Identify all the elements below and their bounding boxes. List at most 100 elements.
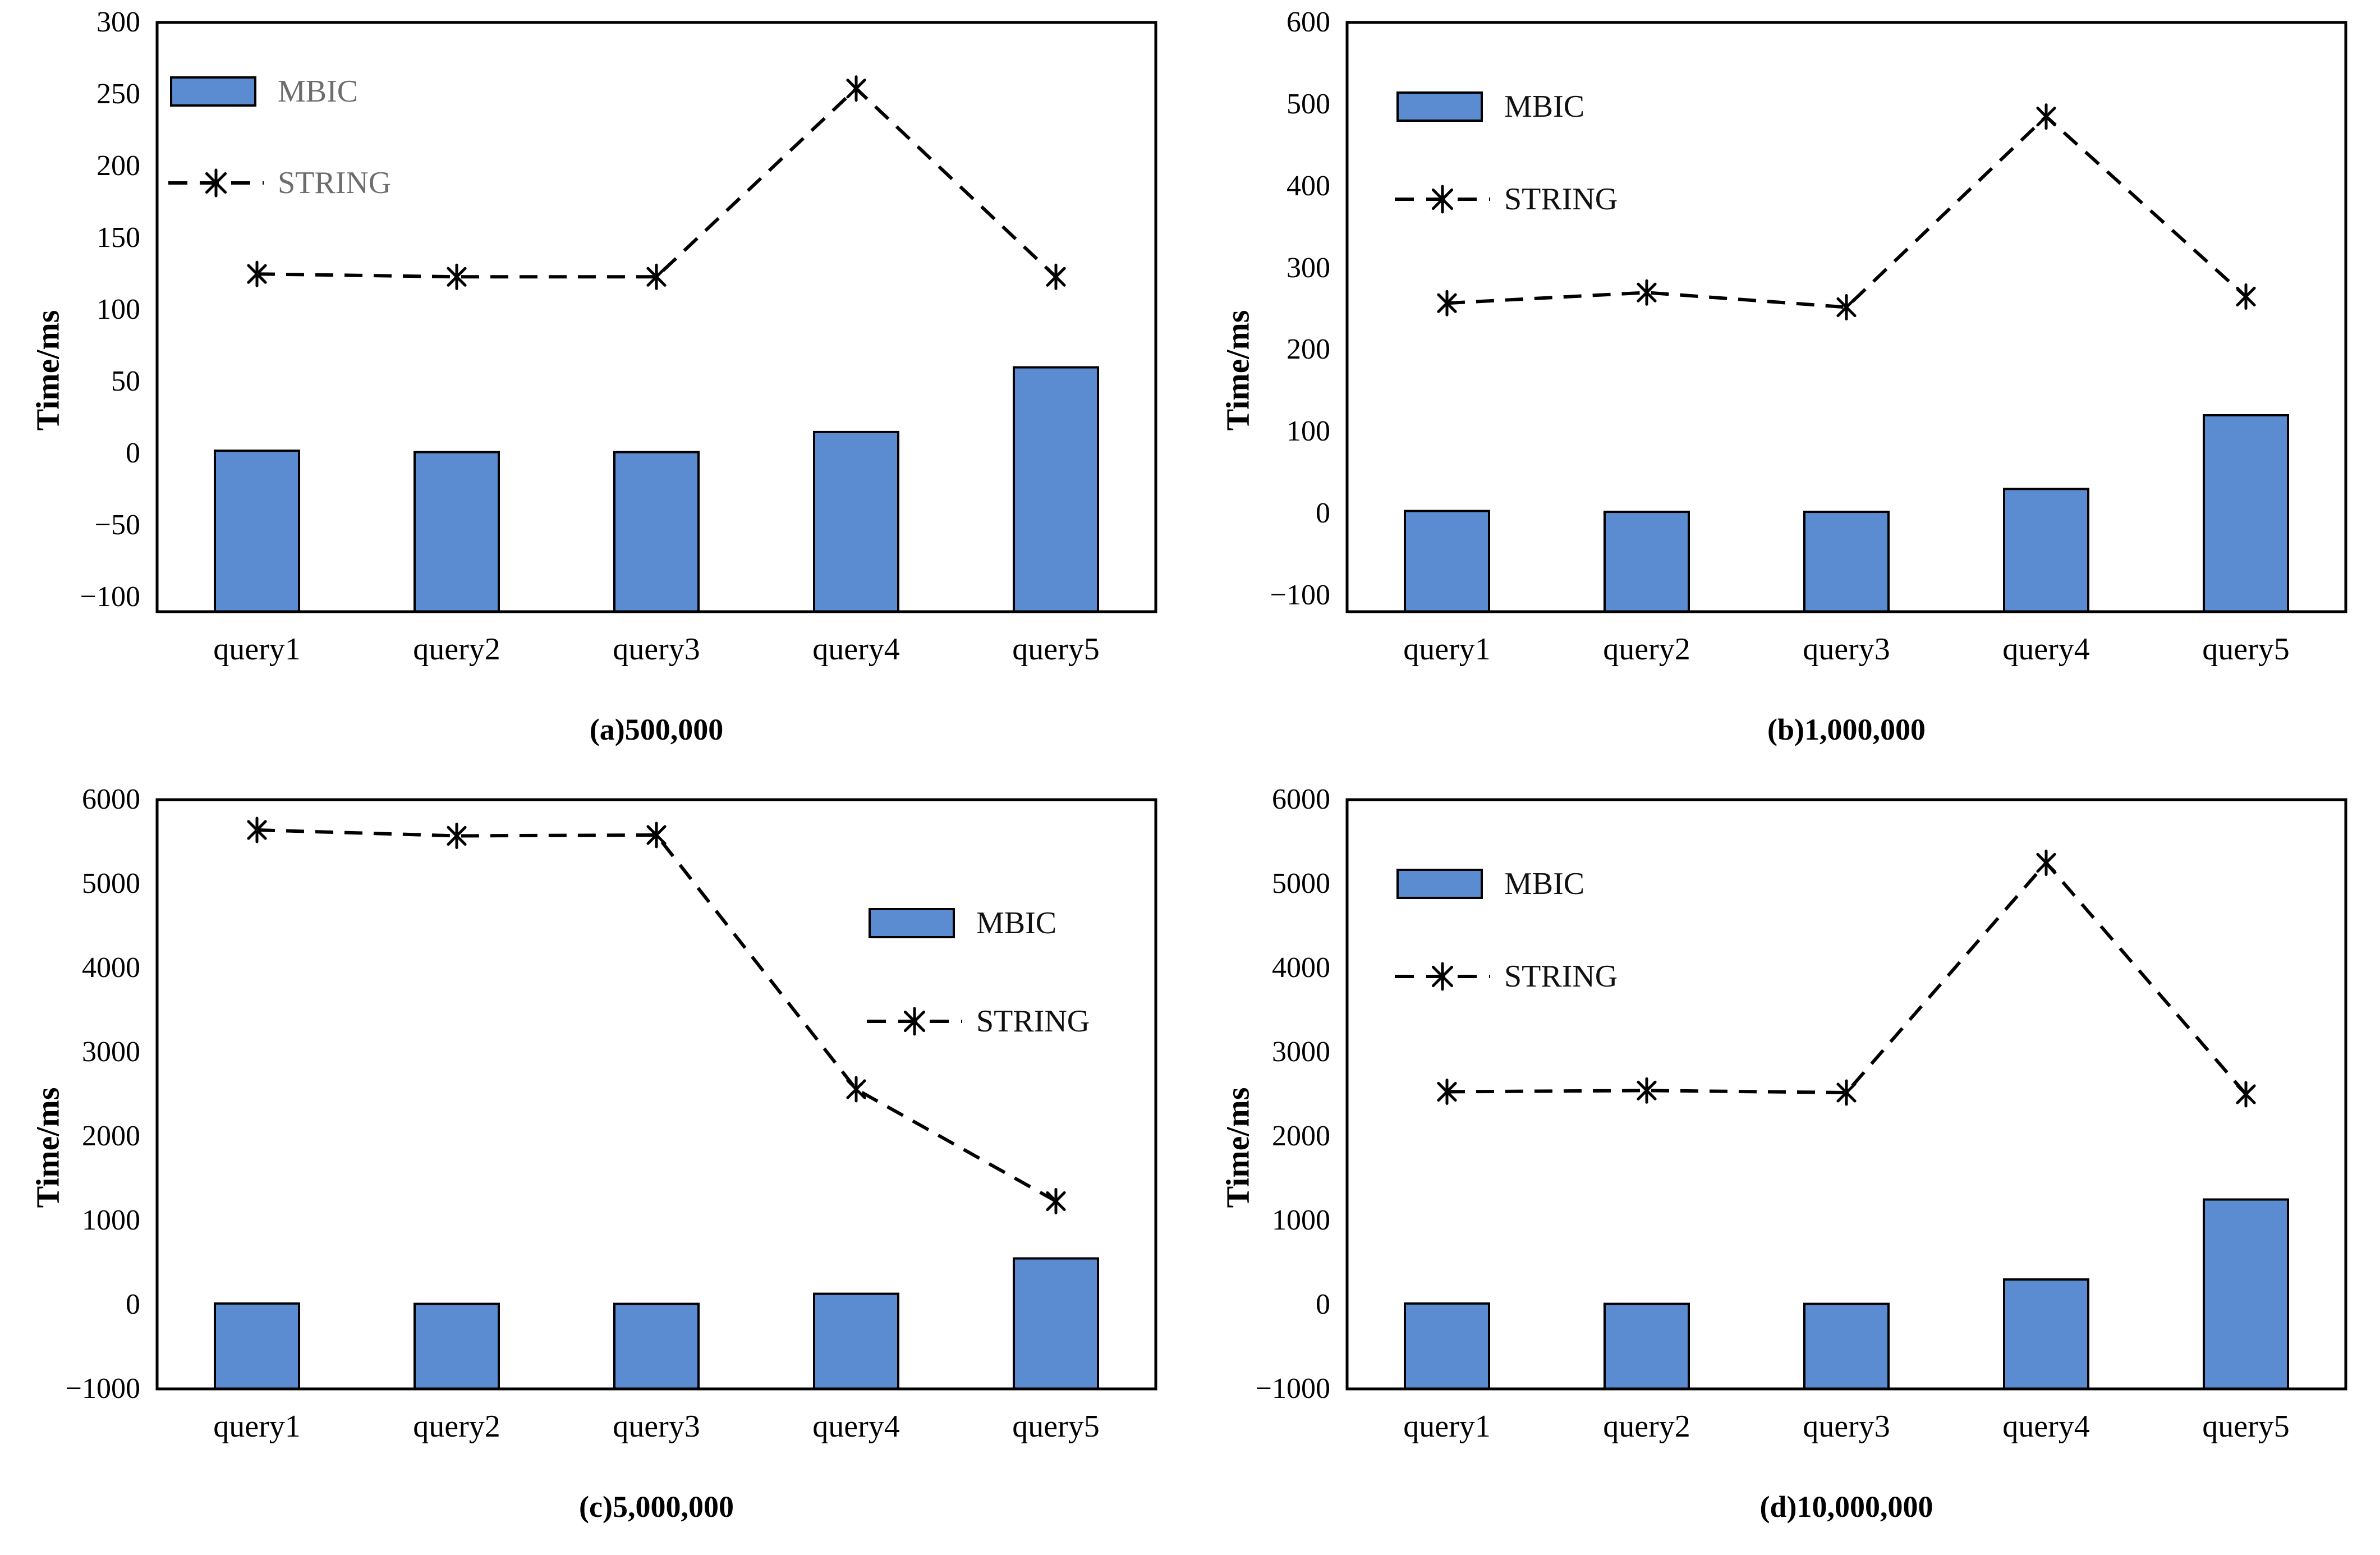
x-tick-label: query3 bbox=[1803, 1409, 1890, 1444]
string-marker-icon bbox=[646, 263, 667, 290]
string-marker-icon bbox=[2036, 103, 2056, 130]
y-tick-label: 400 bbox=[1287, 169, 1330, 202]
string-marker-icon bbox=[1637, 1077, 1657, 1104]
string-marker-icon bbox=[1046, 263, 1066, 290]
legend-mbic-swatch bbox=[170, 76, 256, 107]
plot-border bbox=[155, 21, 1157, 613]
string-marker-icon bbox=[1836, 294, 1857, 320]
x-tick-label: query4 bbox=[812, 1409, 900, 1444]
panel-c: Time/ms 6000 5000 4000 3000 2000 1000 0 −1000 que… bbox=[0, 777, 1190, 1555]
string-marker-icon bbox=[1836, 1079, 1857, 1106]
mbic-bar-query1 bbox=[214, 1302, 300, 1391]
y-tick-label: 4000 bbox=[82, 952, 140, 984]
legend-string-label: STRING bbox=[278, 166, 392, 200]
y-tick-label: 6000 bbox=[82, 783, 140, 815]
mbic-bar-query2 bbox=[1603, 511, 1690, 613]
y-tick-label: 1000 bbox=[1272, 1204, 1330, 1236]
legend-string-marker-icon bbox=[205, 168, 227, 198]
string-marker-icon bbox=[247, 817, 267, 843]
string-marker-icon bbox=[1046, 1188, 1066, 1214]
y-tick-label: 500 bbox=[1287, 88, 1330, 120]
legend-string-marker-icon bbox=[903, 1007, 926, 1036]
y-tick-label: 0 bbox=[126, 1288, 140, 1320]
y-tick-label: 3000 bbox=[82, 1036, 140, 1068]
y-tick-label: 100 bbox=[1287, 415, 1330, 448]
y-tick-label: 4000 bbox=[1272, 952, 1330, 984]
plot-border bbox=[155, 798, 1157, 1391]
mbic-bar-query4 bbox=[2003, 488, 2089, 613]
string-marker-icon bbox=[646, 822, 667, 848]
plot-canvas bbox=[155, 21, 1157, 613]
x-tick-label: query5 bbox=[2202, 632, 2290, 667]
mbic-bar-query1 bbox=[214, 449, 300, 613]
string-marker-icon bbox=[846, 1076, 866, 1103]
string-line bbox=[1446, 114, 2248, 309]
mbic-bar-query4 bbox=[2003, 1278, 2089, 1390]
string-marker-icon bbox=[1437, 290, 1457, 316]
y-tick-label: −100 bbox=[80, 581, 140, 613]
mbic-bar-query3 bbox=[613, 451, 700, 613]
legend-mbic-label: MBIC bbox=[1504, 89, 1585, 124]
x-tick-label: query2 bbox=[413, 1409, 500, 1444]
caption: (c)5,000,000 bbox=[579, 1490, 734, 1524]
y-tick-label: −50 bbox=[94, 509, 140, 542]
mbic-bar-query5 bbox=[2203, 1198, 2289, 1390]
plot-border bbox=[1345, 798, 2347, 1391]
mbic-bar-query2 bbox=[1603, 1302, 1690, 1390]
y-tick-label: −1000 bbox=[1255, 1373, 1330, 1405]
string-marker-icon bbox=[1637, 279, 1657, 306]
string-line bbox=[256, 86, 1058, 279]
x-tick-label: query3 bbox=[1803, 632, 1890, 667]
y-tick-label: 0 bbox=[1316, 1288, 1330, 1320]
y-tick-label: 6000 bbox=[1272, 783, 1330, 815]
y-tick-label: 2000 bbox=[1272, 1120, 1330, 1152]
legend-mbic-label: MBIC bbox=[976, 906, 1057, 941]
y-tick-label: 250 bbox=[97, 78, 140, 110]
legend-string-marker-icon bbox=[1431, 962, 1454, 991]
y-tick-label: 1000 bbox=[82, 1204, 140, 1236]
mbic-bar-query1 bbox=[1404, 1302, 1490, 1391]
string-line bbox=[256, 828, 1057, 1203]
legend-string-label: STRING bbox=[976, 1004, 1090, 1039]
string-marker-icon bbox=[447, 263, 467, 290]
y-tick-label: 100 bbox=[97, 293, 140, 326]
legend-mbic-swatch bbox=[869, 908, 955, 938]
x-tick-label: query2 bbox=[413, 632, 500, 667]
plot-canvas bbox=[1345, 798, 2347, 1391]
x-tick-label: query4 bbox=[812, 632, 900, 667]
caption: (b)1,000,000 bbox=[1767, 713, 1926, 746]
caption: (d)10,000,000 bbox=[1759, 1490, 1933, 1524]
y-tick-label: 5000 bbox=[82, 868, 140, 900]
y-tick-label: 300 bbox=[97, 6, 140, 38]
panel-a: Time/ms 300 250 200 150 100 50 0 −50 −100 query1 qu… bbox=[0, 0, 1190, 778]
mbic-bar-query2 bbox=[413, 451, 500, 613]
mbic-bar-query2 bbox=[413, 1302, 500, 1390]
y-tick-label: 5000 bbox=[1272, 868, 1330, 900]
legend-mbic-label: MBIC bbox=[1504, 866, 1585, 901]
x-tick-label: query4 bbox=[2002, 1409, 2090, 1444]
mbic-bar-query3 bbox=[1803, 1302, 1890, 1390]
y-tick-label: 150 bbox=[97, 222, 140, 254]
mbic-bar-query5 bbox=[2203, 414, 2289, 613]
plot-canvas bbox=[1345, 21, 2347, 613]
caption: (a)500,000 bbox=[589, 713, 724, 746]
y-tick-label: 2000 bbox=[82, 1120, 140, 1152]
legend-string-label: STRING bbox=[1504, 182, 1618, 217]
legend-mbic-swatch bbox=[1396, 869, 1483, 899]
string-marker-icon bbox=[846, 75, 866, 102]
y-tick-label: 0 bbox=[1316, 497, 1330, 529]
x-tick-label: query1 bbox=[1403, 1409, 1491, 1444]
mbic-bar-query1 bbox=[1404, 510, 1490, 613]
y-tick-label: −1000 bbox=[65, 1373, 140, 1405]
string-marker-icon bbox=[2236, 283, 2256, 310]
y-tick-label: 200 bbox=[97, 150, 140, 182]
y-tick-label: 300 bbox=[1287, 251, 1330, 284]
x-tick-label: query1 bbox=[1403, 632, 1491, 667]
y-tick-label: 50 bbox=[111, 365, 140, 398]
legend-string-label: STRING bbox=[1504, 959, 1618, 994]
mbic-bar-query5 bbox=[1013, 366, 1099, 613]
x-tick-label: query2 bbox=[1603, 1409, 1690, 1444]
x-tick-label: query5 bbox=[1012, 632, 1100, 667]
x-tick-label: query1 bbox=[213, 1409, 301, 1444]
